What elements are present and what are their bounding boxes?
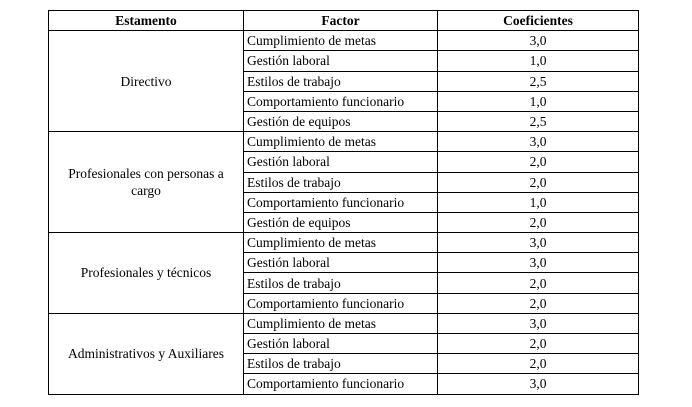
factor-cell: Cumplimiento de metas <box>243 312 438 335</box>
table-body: Directivo Cumplimiento de metas 3,0 Gestión… <box>48 30 639 395</box>
coefficient-cell: 3,0 <box>437 131 639 153</box>
factor-cell: Comportamiento funcionario <box>243 90 438 112</box>
coefficient-cell: 3,0 <box>437 373 639 395</box>
coefficient-cell: 2,5 <box>437 110 639 133</box>
header-cell: Estamento <box>48 9 244 32</box>
header-row: Estamento Factor Coeficientes <box>48 9 639 32</box>
table-row: Estilos de trabajo 2,0 <box>49 353 639 375</box>
factor-cell: Gestión laboral <box>243 332 438 355</box>
coefficient-cell: 3,0 <box>437 30 639 52</box>
table-row: Directivo Cumplimiento de metas 3,0 <box>48 30 639 133</box>
estamento-cell: Administrativos y Auxiliares <box>48 312 244 395</box>
table-row: Estilos de trabajo 2,0 <box>49 272 639 294</box>
table-row: Comportamiento funcionario 1,0 <box>49 191 639 213</box>
coefficient-cell: 1,0 <box>437 191 639 213</box>
coefficient-cell: 3,0 <box>437 312 639 335</box>
factor-cell: Comportamiento funcionario <box>243 292 438 314</box>
table-row: Comportamiento funcionario 2,0 <box>49 292 639 314</box>
coefficient-cell: 3,0 <box>437 232 639 254</box>
coefficient-cell: 2,5 <box>437 70 639 92</box>
factor-cell: Estilos de trabajo <box>243 353 438 375</box>
coefficients-table: Estamento Factor Coeficientes Directivo C… <box>48 9 639 395</box>
estamento-cell: Profesionales con personas a cargo <box>48 131 244 234</box>
header-cell: Coeficientes <box>437 9 639 32</box>
factor-cell: Estilos de trabajo <box>243 272 438 294</box>
coefficient-cell: 2,0 <box>437 171 639 193</box>
factor-cell: Gestión de equipos <box>243 211 438 234</box>
factor-cell: Gestión laboral <box>243 151 438 173</box>
coefficient-cell: 2,0 <box>437 272 639 294</box>
document: Estamento Factor Coeficientes Directivo C… <box>48 9 639 395</box>
factor-cell: Gestión laboral <box>243 50 438 72</box>
factor-cell: Estilos de trabajo <box>243 70 438 92</box>
coefficient-cell: 1,0 <box>437 50 639 72</box>
coefficient-cell: 2,0 <box>437 211 639 234</box>
table-row: Comportamiento funcionario 1,0 <box>49 90 639 112</box>
table-row: Gestión laboral 3,0 <box>49 252 639 274</box>
table-row: Administrativos y Auxiliares Cumplimiento… <box>48 312 639 395</box>
coefficient-cell: 3,0 <box>437 252 639 274</box>
factor-cell: Gestión de equipos <box>243 110 438 133</box>
coefficient-cell: 2,0 <box>437 151 639 173</box>
table-row: Gestión laboral 2,0 <box>49 151 639 173</box>
factor-cell: Cumplimiento de metas <box>243 30 438 52</box>
factor-cell: Comportamiento funcionario <box>243 373 438 395</box>
coefficient-cell: 2,0 <box>437 332 639 355</box>
table-row: Comportamiento funcionario 3,0 <box>49 373 639 395</box>
table-row: Profesionales y técnicos Cumplimiento de … <box>48 232 639 314</box>
coefficient-cell: 1,0 <box>437 90 639 112</box>
factor-cell: Cumplimiento de metas <box>243 232 438 254</box>
table-row: Gestión de equipos 2,0 <box>49 211 639 234</box>
coefficient-cell: 2,0 <box>437 292 639 314</box>
header-cell: Factor <box>243 9 438 32</box>
estamento-cell: Directivo <box>48 30 244 133</box>
estamento-cell: Profesionales y técnicos <box>48 232 244 314</box>
factor-cell: Cumplimiento de metas <box>243 131 438 153</box>
factor-cell: Comportamiento funcionario <box>243 191 438 213</box>
coefficient-cell: 2,0 <box>437 353 639 375</box>
table-row: Profesionales con personas a cargo Cumpli… <box>48 131 639 234</box>
factor-cell: Gestión laboral <box>243 252 438 274</box>
factor-cell: Estilos de trabajo <box>243 171 438 193</box>
